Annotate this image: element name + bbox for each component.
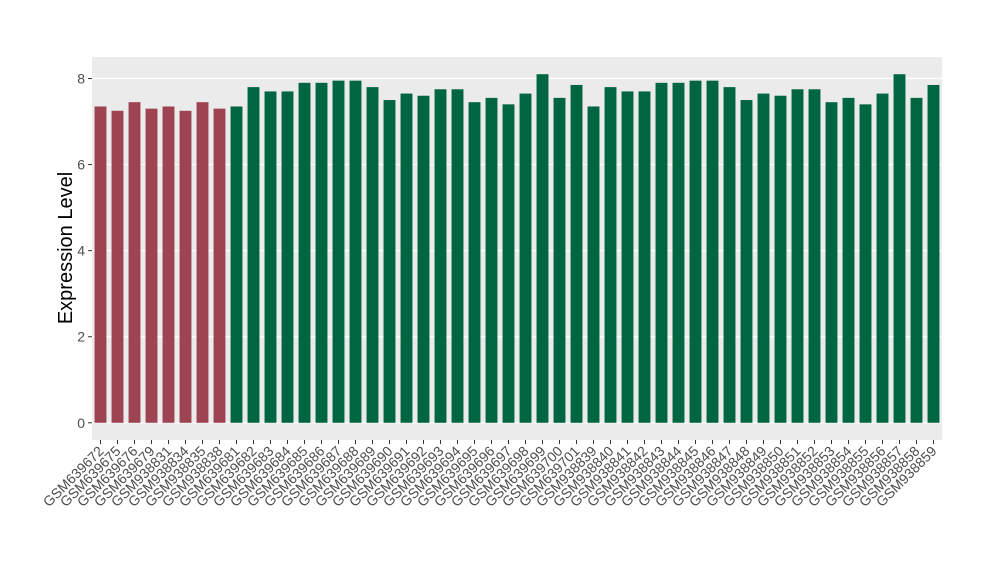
bar [927, 84, 940, 423]
bar [298, 82, 311, 423]
bar [706, 80, 719, 423]
bar [655, 82, 668, 423]
bar [383, 100, 396, 423]
bar [791, 89, 804, 423]
bar [740, 100, 753, 423]
bar [349, 80, 362, 423]
bar [281, 91, 294, 423]
bar [94, 106, 107, 423]
y-tick-label: 2 [77, 329, 85, 345]
bar [128, 102, 141, 423]
bar [111, 110, 124, 423]
bar [230, 106, 243, 423]
bar [434, 89, 447, 423]
bar [604, 87, 617, 423]
y-tick-label: 8 [77, 71, 85, 87]
bar [910, 97, 923, 423]
bar [247, 87, 260, 423]
bar [162, 106, 175, 423]
bar [638, 91, 651, 423]
bar [672, 82, 685, 423]
bar [825, 102, 838, 423]
y-tick-label: 4 [77, 243, 85, 259]
bar [502, 104, 515, 423]
bar [587, 106, 600, 423]
bar [315, 82, 328, 423]
bar [536, 74, 549, 423]
bar [876, 93, 889, 423]
bar [179, 110, 192, 423]
bar [859, 104, 872, 423]
bar [451, 89, 464, 423]
bar [893, 74, 906, 423]
bar [689, 80, 702, 423]
bar [468, 102, 481, 423]
bar [400, 93, 413, 423]
y-tick-label: 6 [77, 157, 85, 173]
bar [621, 91, 634, 423]
bar [570, 84, 583, 423]
bar [264, 91, 277, 423]
y-axis-label: Expression Level [55, 172, 77, 324]
bar [332, 80, 345, 423]
bar [417, 95, 430, 423]
bar [723, 87, 736, 423]
bar [757, 93, 770, 423]
bar [842, 97, 855, 423]
bar [196, 102, 209, 423]
bar [485, 97, 498, 423]
bar [366, 87, 379, 423]
bar [553, 97, 566, 423]
y-tick-label: 0 [77, 415, 85, 431]
bar [519, 93, 532, 423]
bar [774, 95, 787, 423]
bar [145, 108, 158, 423]
bar [213, 108, 226, 423]
bar [808, 89, 821, 423]
